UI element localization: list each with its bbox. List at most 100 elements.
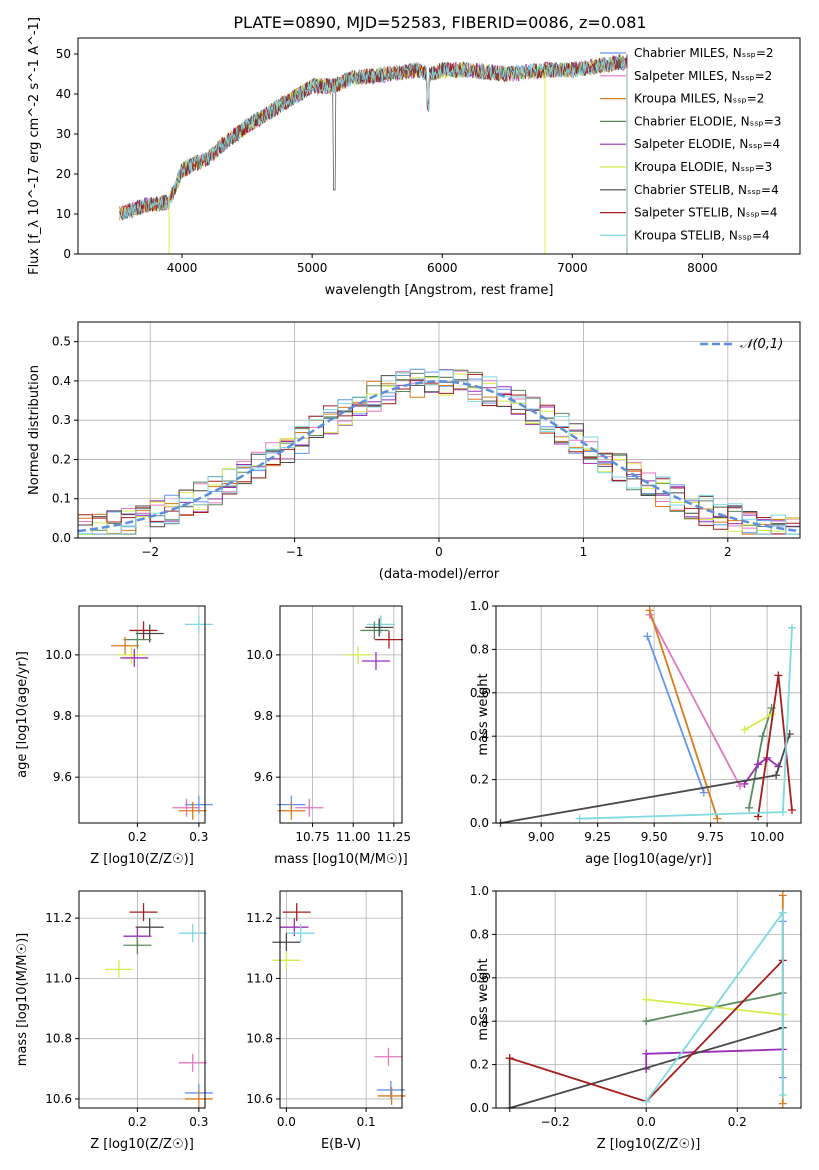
y-tick-label: 0.8 (470, 927, 489, 941)
legend-entry: 𝒩(0,1) (740, 337, 783, 352)
axes-frame (78, 890, 206, 1109)
y-tick-label: 0.0 (52, 531, 71, 545)
y-tick-label: 0.6 (470, 971, 489, 985)
spectrum-line (119, 55, 628, 254)
axes-frame (77, 37, 801, 255)
y-tick-label: 0.4 (470, 729, 489, 743)
legend: Chabrier MILES, Nₛₛₚ=2 Salpeter MILES, Nₛ… (600, 46, 781, 242)
weight-marker (778, 1099, 787, 1108)
legend-entry: Chabrier STELIB, Nₛₛₚ=4 (634, 183, 779, 197)
x-tick-label: 10.75 (295, 830, 329, 844)
y-tick-label: 9.6 (254, 770, 273, 784)
x-axis-label: (data-model)/error (379, 567, 500, 582)
x-tick-label: 6000 (427, 261, 458, 275)
weight-marker (642, 995, 651, 1004)
x-tick-label: 11.00 (336, 830, 370, 844)
weight-marker (505, 1054, 514, 1063)
x-tick-label: 0.2 (128, 1115, 147, 1129)
y-tick-label: 11.2 (246, 911, 273, 925)
x-tick-label: 9.25 (584, 830, 611, 844)
y-axis-label: mass weight (476, 673, 491, 755)
weight-series-line (646, 636, 705, 793)
x-tick-label: 4000 (167, 261, 198, 275)
weight-marker (778, 1090, 787, 1099)
x-tick-label: 0.3 (189, 830, 208, 844)
legend-entry: Salpeter ELODIE, Nₛₛₚ=4 (634, 137, 780, 151)
legend-entry: Salpeter MILES, Nₛₛₚ=2 (634, 69, 772, 83)
spectrum-panel: 4000 5000 6000 7000 8000 0 10 20 30 40 50 wavelengt… (27, 17, 801, 298)
weight-marker (740, 725, 749, 734)
legend-entry: Kroupa ELODIE, Nₛₛₚ=3 (634, 160, 772, 174)
x-tick-label: 0.2 (128, 830, 147, 844)
y-tick-label: 10.0 (246, 648, 273, 662)
y-tick-label: 1.0 (470, 884, 489, 898)
y-tick-label: 9.8 (254, 709, 273, 723)
mass-vs-z-panel: 0.2 0.3 10.6 10.8 11.0 11.2 Z [log10(Z/Z☉)] mas… (15, 890, 213, 1152)
x-tick-label: 9.00 (528, 830, 555, 844)
spectrum-line (119, 55, 628, 254)
y-axis-label: Flux [f_λ 10^-17 erg cm^-2 s^-1 A^-1] (27, 17, 42, 275)
weight-marker (787, 805, 796, 814)
y-tick-label: 0 (63, 247, 71, 261)
weight-marker (778, 891, 787, 900)
y-tick-label: 0.5 (52, 335, 71, 349)
legend-entry: Chabrier MILES, Nₛₛₚ=2 (634, 46, 774, 60)
x-tick-label: 2 (724, 545, 732, 559)
weight-marker (642, 1097, 651, 1106)
x-tick-label: 8000 (687, 261, 718, 275)
age-vs-z-panel: 0.2 0.3 9.6 9.8 10.0 Z [log10(Z/Z☉)] age [log1… (15, 605, 213, 867)
weight-series-line (744, 713, 773, 731)
spectrum-line (119, 54, 628, 254)
residual-hist-panel: −2 −1 0 1 2 0.0 0.1 0.2 0.3 0.4 0.5 𝒩(0,1) (data-mod… (27, 321, 801, 582)
legend-entry: Salpeter STELIB, Nₛₛₚ=4 (634, 206, 778, 220)
weight-marker (778, 908, 787, 917)
y-axis-label: age [log10(age/yr)] (15, 651, 30, 778)
weight-marker (778, 808, 787, 817)
y-tick-label: 10.6 (246, 1092, 273, 1106)
x-tick-label: 0.0 (637, 1115, 656, 1129)
weight-marker (754, 812, 763, 821)
weight-series-line (648, 610, 719, 819)
legend-entry: Kroupa MILES, Nₛₛₚ=2 (634, 92, 764, 106)
weight-marker (643, 632, 652, 641)
y-tick-label: 10.8 (45, 1032, 72, 1046)
y-tick-label: 0.2 (470, 773, 489, 787)
y-tick-label: 9.6 (53, 770, 72, 784)
x-axis-label: Z [log10(Z/Z☉)] (90, 1137, 194, 1152)
spectrum-line (119, 55, 628, 254)
weight-vs-age-panel: 9.00 9.25 9.50 9.75 10.00 0.0 0.2 0.4 0.6 0.8 1.0 a… (470, 599, 802, 867)
spectrum-line (119, 55, 628, 254)
figure-title: PLATE=0890, MJD=52583, FIBERID=0086, z=0… (233, 13, 646, 32)
y-tick-label: 10.0 (45, 648, 72, 662)
x-axis-label: mass [log10(M/M☉)] (274, 852, 407, 867)
x-tick-label: 0.0 (277, 1115, 296, 1129)
age-vs-mass-panel: 10.75 11.00 11.25 9.6 9.8 10.0 mass [log10(M/M… (246, 605, 411, 867)
y-tick-label: 10.6 (45, 1092, 72, 1106)
x-tick-label: 7000 (557, 261, 588, 275)
y-tick-label: 11.0 (246, 971, 273, 985)
histogram-step (78, 373, 800, 535)
weight-series-line (645, 909, 784, 1103)
x-tick-label: 0 (435, 545, 443, 559)
x-axis-label: E(B-V) (321, 1137, 361, 1152)
legend-entry: Kroupa STELIB, Nₛₛₚ=4 (634, 228, 770, 242)
y-tick-label: 1.0 (470, 599, 489, 613)
weight-marker (787, 623, 796, 632)
weight-marker (642, 1017, 651, 1026)
mass-vs-ebv-panel: 0.0 0.1 10.6 10.8 11.0 11.2 E(B-V) (246, 890, 406, 1152)
y-axis-label: Normed distribution (27, 365, 42, 495)
axes-frame (495, 605, 802, 824)
y-tick-label: 0.2 (470, 1058, 489, 1072)
axes-frame (495, 890, 802, 1109)
weight-marker (736, 782, 744, 791)
x-tick-label: 1 (580, 545, 588, 559)
weight-marker (754, 760, 763, 769)
y-tick-label: 0.4 (52, 374, 71, 388)
y-tick-label: 0.0 (470, 816, 489, 830)
weight-marker (713, 814, 722, 823)
x-axis-label: Z [log10(Z/Z☉)] (90, 852, 194, 867)
normal-curve (77, 380, 801, 533)
axes-frame (279, 890, 403, 1109)
x-tick-label: 0.1 (357, 1115, 376, 1129)
